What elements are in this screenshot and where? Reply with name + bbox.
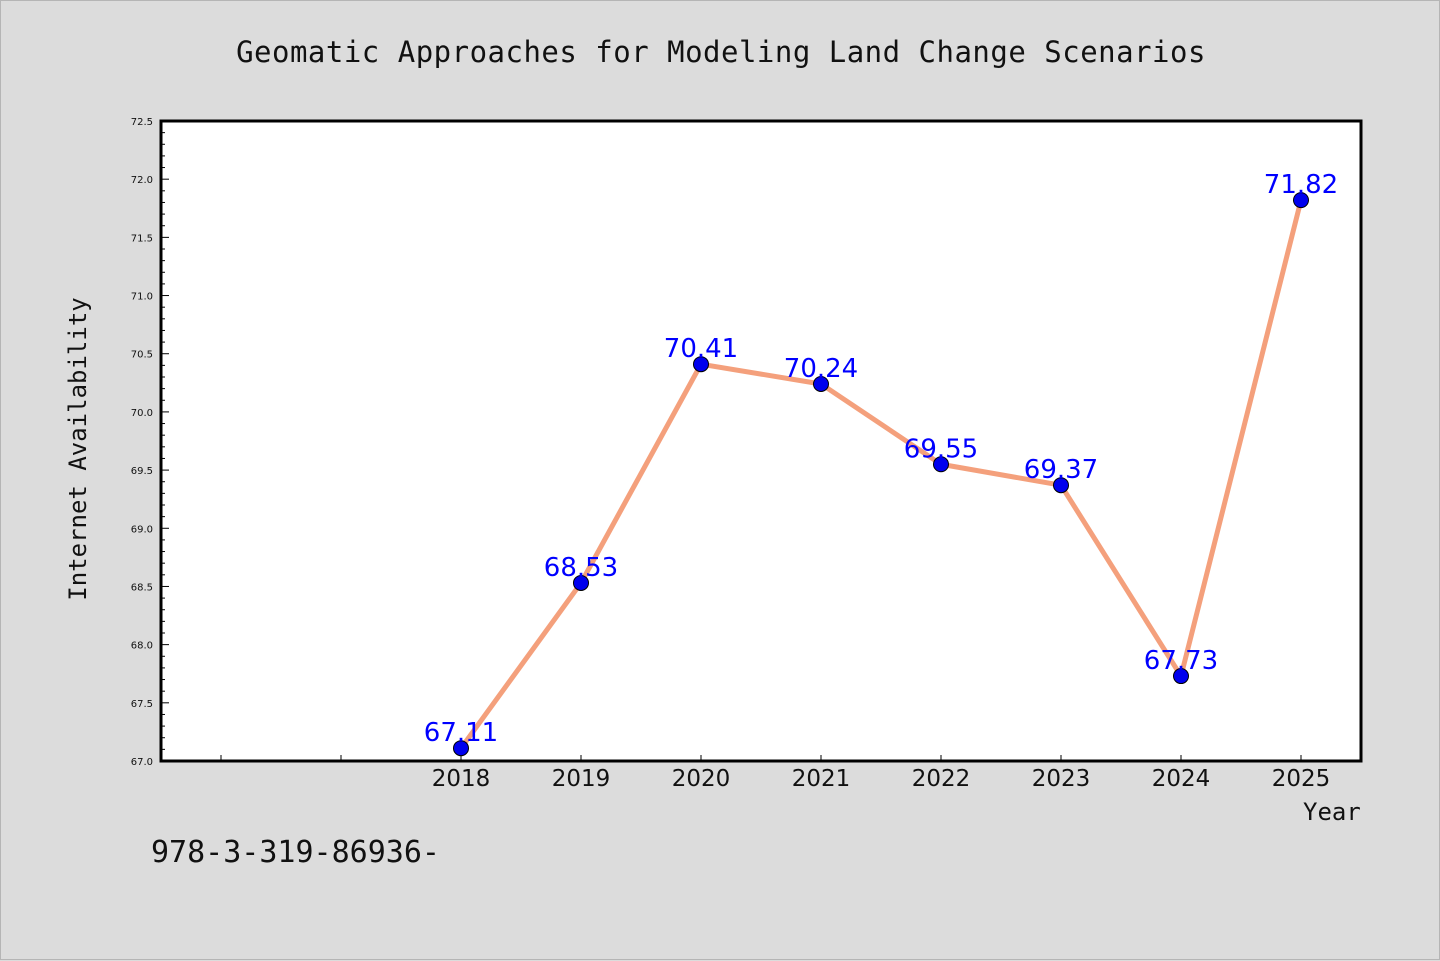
x-tick-label: 2018 [432,766,491,792]
data-point [1173,668,1189,685]
x-tick-label: 2024 [1152,766,1211,792]
data-label: 69.37 [1024,455,1098,485]
y-tick-label: 72.5 [131,117,153,128]
plot-area [159,119,1363,763]
y-tick-label: 68.5 [131,582,153,593]
data-label: 70.41 [664,334,738,364]
data-point [1293,192,1309,209]
y-tick-label: 70.0 [131,408,153,419]
x-tick-label: 2025 [1272,766,1331,792]
data-point [693,356,709,373]
data-label: 71.82 [1264,170,1338,200]
data-point [813,375,829,392]
y-tick-label: 67.0 [131,757,153,768]
y-tick-label: 71.0 [131,292,153,303]
x-tick-label: 2019 [552,766,611,792]
isbn-text: 978-3-319-86936- [151,835,440,870]
x-tick-label: 2022 [912,766,971,792]
series-line [458,197,1304,751]
x-axis-label: Year [1303,798,1361,826]
data-label: 67.73 [1144,646,1218,676]
data-label: 69.55 [904,434,978,464]
data-point [933,456,949,473]
y-tick-label: 72.0 [131,175,153,186]
y-tick-label: 69.0 [131,524,153,535]
data-point [573,574,589,591]
x-tick-label: 2023 [1032,766,1091,792]
y-tick-label: 71.5 [131,233,153,244]
data-label: 70.24 [784,354,858,384]
data-label: 67.11 [424,718,498,748]
data-label: 68.53 [544,553,618,583]
y-tick-label: 67.5 [131,699,153,710]
y-tick-label: 69.5 [131,466,153,477]
data-point [1053,477,1069,494]
x-tick-label: 2020 [672,766,731,792]
x-tick-label: 2021 [792,766,851,792]
y-tick-label: 68.0 [131,641,153,652]
chart-title: Geomatic Approaches for Modeling Land Ch… [236,35,1206,69]
y-tick-label: 70.5 [131,350,153,361]
data-point [453,740,469,757]
